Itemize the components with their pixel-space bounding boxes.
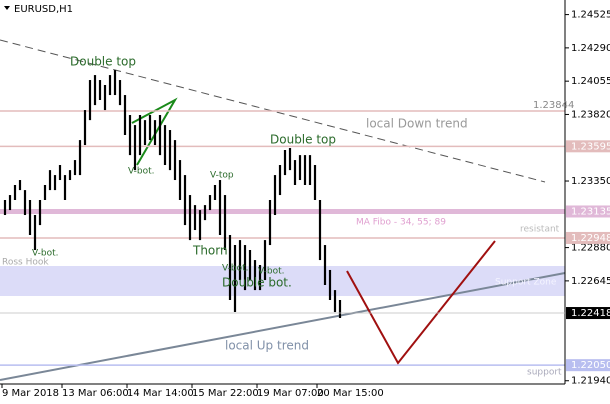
level-label: 1.22050 [571,360,610,371]
annotation: local Down trend [366,117,468,131]
level-label-box [566,205,610,218]
current-price-box [566,307,610,320]
annotation: V-bot. [128,167,155,177]
projection-v [346,240,496,365]
annotation: Support Zone [495,278,557,288]
current-price-label: 1.22418 [571,308,610,319]
annotation: support [527,368,562,378]
annotation: V-bot. [222,264,249,274]
down-trend-line [0,39,546,183]
y-tick-label: 1.24525 [571,10,610,21]
x-tick-label: 20 Mar 15:00 [317,388,384,399]
x-tick-label: 13 Mar 06:00 [62,388,129,399]
x-tick-label: 9 Mar 2018 [2,388,59,399]
level-label-box [566,359,610,372]
menu-arrow [4,6,10,10]
chart-title: EURUSD,H1 [14,4,73,15]
annotation: resistant [520,225,560,235]
level-label-box [566,231,610,244]
levels [0,110,565,366]
annotation: local Up trend [225,339,309,353]
level-label-box [566,140,610,153]
y-tick-label: 1.24055 [571,76,610,87]
triangle-lines [131,97,178,166]
x-tick-label: 15 Mar 22:00 [192,388,259,399]
annotation: Thorn [192,244,228,258]
annotation: V-top [210,171,234,181]
annotation: V-bot. [32,249,59,259]
annotation: Ross Hook [2,258,49,268]
annotation: Double top [270,133,336,147]
level-label: 1.23595 [571,141,610,152]
annotation: Double top [70,55,136,69]
x-tick-label: 19 Mar 07:00 [257,388,324,399]
y-tick-label: 1.23350 [571,176,610,187]
level-label: 1.23844 [533,100,574,111]
level-label: 1.22948 [571,233,610,244]
y-tick-label: 1.21940 [571,376,610,387]
bars [3,70,342,318]
y-tick-label: 1.23820 [571,109,610,120]
y-tick-label: 1.24290 [571,43,610,54]
y-tick-label: 1.22880 [571,243,610,254]
annotation: MA Fibo - 34, 55; 89 [356,218,446,228]
level-label: 1.23135 [571,206,610,217]
annotation: Double bot. [222,276,292,290]
annotation: V-bot. [258,267,285,277]
plot-area [0,0,565,384]
y-tick-label: 1.22645 [571,276,610,287]
x-tick-label: 14 Mar 14:00 [127,388,194,399]
up-trend-line [0,272,566,381]
